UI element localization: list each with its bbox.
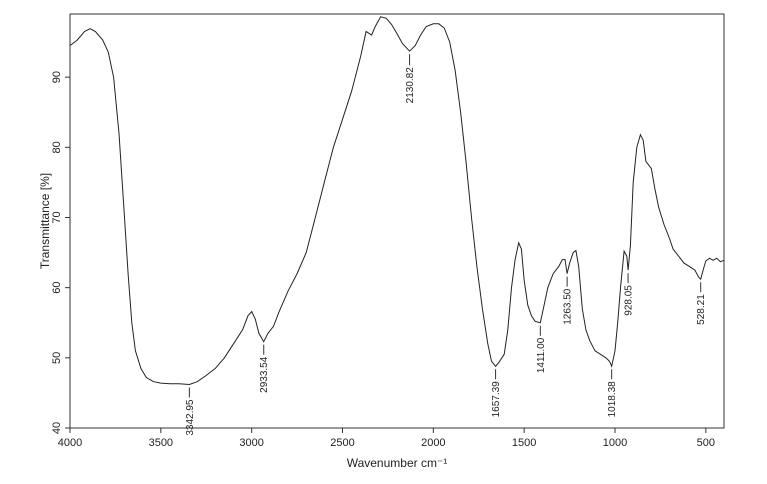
peak-label: 3342.95: [185, 399, 196, 436]
x-tick-label: 3000: [239, 437, 263, 449]
y-axis-label: Transmittance [%]: [38, 173, 52, 269]
peak-annotations: 3342.95 2933.54 2130.82 1657.39 1411.00 1263.…: [185, 54, 707, 436]
y-tick-label: 80: [51, 141, 63, 153]
y-tick-label: 90: [51, 71, 63, 83]
peak-label: 2933.54: [259, 356, 270, 393]
peak-label: 2130.82: [405, 67, 416, 104]
peak-label: 1657.39: [491, 381, 502, 418]
x-tick-label: 1000: [603, 437, 627, 449]
peak-label: 1018.38: [607, 381, 618, 418]
peak-label: 528.21: [696, 294, 707, 325]
x-tick-label: 1500: [512, 437, 536, 449]
plot-frame: [69, 13, 725, 429]
y-tick-label: 40: [51, 422, 63, 434]
axis-ticks: 4000 3500 3000 2500 2000 1500 1000 500 40 50 60 70 8…: [51, 71, 715, 449]
y-tick-label: 60: [51, 282, 63, 294]
transmittance-line: [69, 16, 725, 386]
y-tick-label: 70: [51, 211, 63, 223]
x-tick-label: 500: [697, 437, 715, 449]
peak-label: 928.05: [624, 285, 635, 316]
x-tick-label: 2000: [421, 437, 445, 449]
y-tick-label: 50: [51, 352, 63, 364]
x-axis-label: Wavenumber cm⁻¹: [347, 456, 448, 470]
x-tick-label: 3500: [149, 437, 173, 449]
x-tick-label: 2500: [330, 437, 354, 449]
x-tick-label: 4000: [58, 437, 82, 449]
peak-label: 1411.00: [536, 337, 547, 373]
peak-label: 1263.50: [563, 288, 574, 325]
